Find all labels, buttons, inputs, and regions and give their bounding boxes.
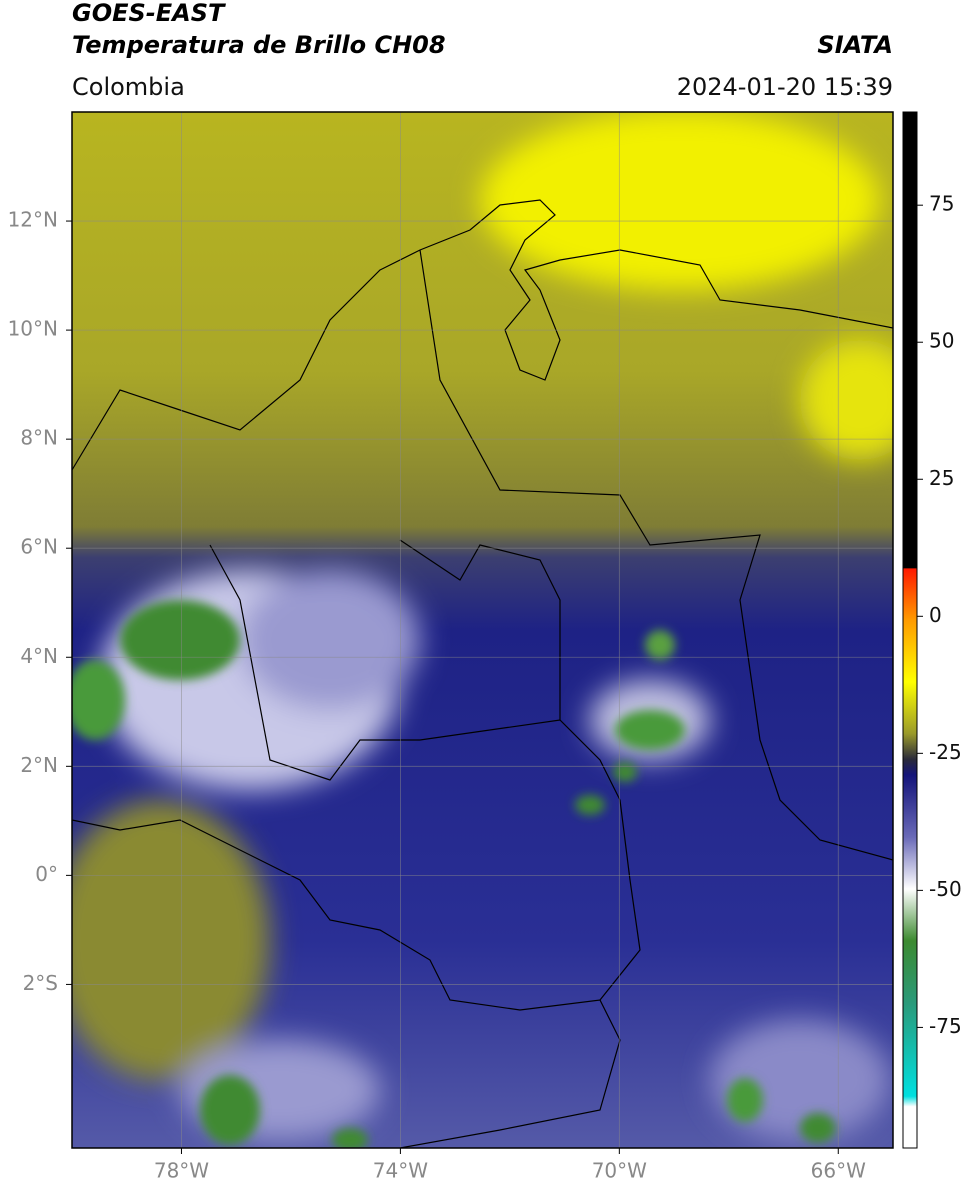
colorbar-tick-label: 50 (929, 329, 954, 353)
x-tick-label: 70°W (592, 1159, 647, 1183)
y-tick-label: 12°N (8, 208, 58, 232)
map-frame (71, 111, 894, 1149)
y-tick-label: 2°S (23, 971, 58, 995)
y-tick-label: 4°N (20, 644, 58, 668)
colorbar-tick-label: -50 (929, 877, 962, 901)
source: SIATA (817, 31, 893, 59)
colorbar-tick-label: 0 (929, 603, 942, 627)
x-tick-label: 66°W (811, 1159, 866, 1183)
y-tick-label: 2°N (20, 753, 58, 777)
colorbar (902, 111, 918, 1149)
y-tick-label: 8°N (20, 426, 58, 450)
x-tick-label: 74°W (373, 1159, 428, 1183)
y-tick-label: 0° (35, 862, 58, 886)
subtitle: Temperatura de Brillo CH08 (72, 31, 446, 59)
graticule (72, 112, 893, 1148)
title: GOES-EAST (72, 0, 226, 27)
colorbar-tick-label: 75 (929, 192, 954, 216)
colorbar-tick-label: -75 (929, 1014, 962, 1038)
x-tick-label: 78°W (154, 1159, 209, 1183)
map-image (72, 112, 893, 1148)
y-tick-label: 6°N (20, 535, 58, 559)
colorbar-tick-label: 25 (929, 466, 954, 490)
region: Colombia (72, 73, 185, 101)
y-tick-label: 10°N (8, 317, 58, 341)
datetime: 2024-01-20 15:39 (677, 73, 893, 101)
colorbar-tick-label: -25 (929, 740, 962, 764)
